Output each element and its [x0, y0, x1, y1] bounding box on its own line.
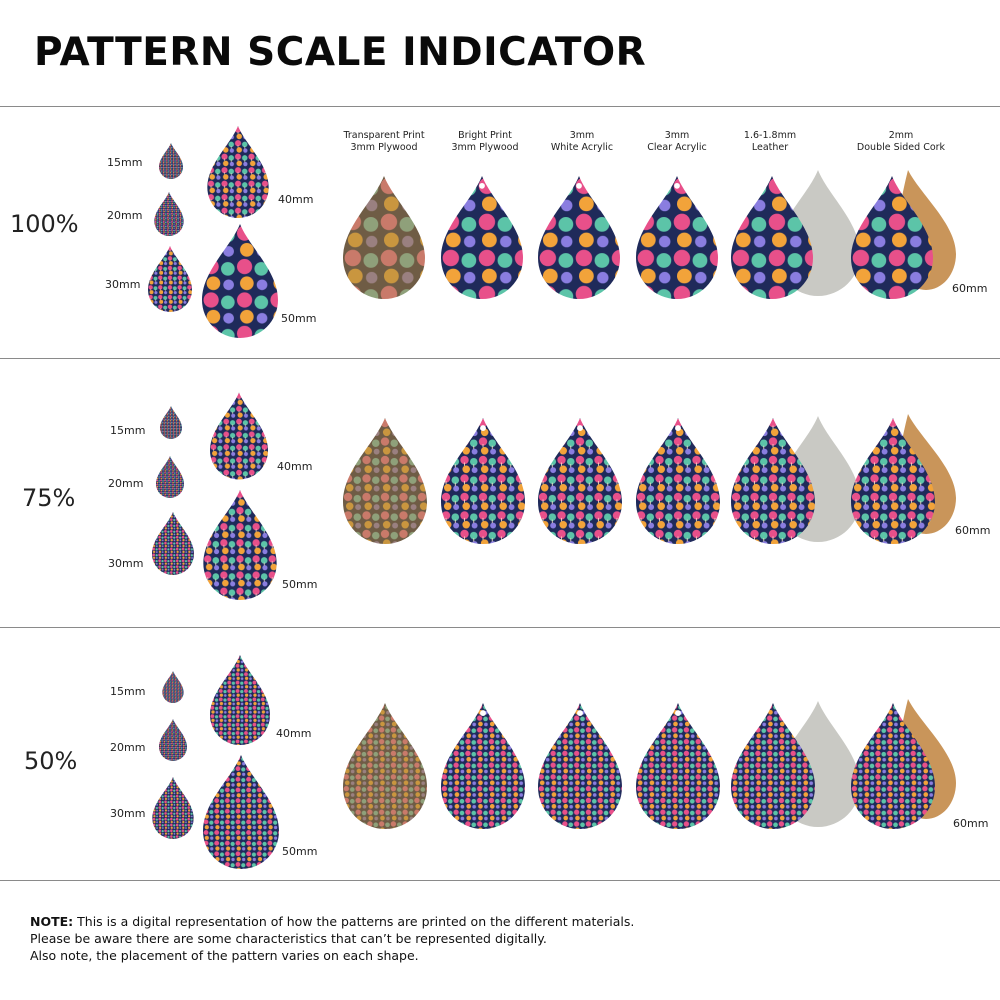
size-label-20mm: 20mm — [110, 741, 146, 754]
note-line-3: Also note, the placement of the pattern … — [30, 948, 419, 963]
teardrop-30mm — [148, 246, 192, 312]
material-line1: 3mm — [664, 130, 690, 141]
size-label-60mm: 60mm — [952, 282, 988, 295]
size-label-40mm: 40mm — [278, 193, 314, 206]
teardrop-50mm — [203, 755, 279, 869]
size-label-15mm: 15mm — [107, 156, 143, 169]
note-label: NOTE: — [30, 914, 74, 929]
teardrop-leather-front — [731, 176, 813, 299]
teardrop-15mm — [162, 671, 184, 703]
teardrop-transparent-plywood — [343, 176, 425, 299]
material-line1: Transparent Print — [343, 130, 425, 141]
teardrop-cork-front — [851, 176, 933, 299]
material-line1: 3mm — [569, 130, 595, 141]
teardrop-white-acrylic — [538, 418, 622, 544]
material-header-transparent-plywood: Transparent Print 3mm Plywood — [324, 130, 444, 154]
teardrop-leather-front — [731, 418, 815, 544]
material-header-white-acrylic: 3mm White Acrylic — [522, 130, 642, 154]
teardrop-15mm — [160, 406, 182, 439]
size-label-50mm: 50mm — [282, 845, 318, 858]
teardrop-clear-acrylic — [636, 418, 720, 544]
material-line1: Bright Print — [458, 130, 512, 141]
size-label-40mm: 40mm — [276, 727, 312, 740]
material-header-cork: 2mm Double Sided Cork — [841, 130, 961, 154]
size-label-50mm: 50mm — [282, 578, 318, 591]
teardrop-30mm — [152, 512, 194, 575]
note-text-1: This is a digital representation of how … — [73, 914, 635, 929]
teardrop-transparent-plywood — [343, 703, 427, 829]
material-line2: 3mm Plywood — [451, 142, 519, 153]
teardrop-white-acrylic — [538, 703, 622, 829]
teardrop-bright-plywood — [441, 176, 523, 299]
size-label-60mm: 60mm — [953, 817, 989, 830]
teardrop-leather-front — [731, 703, 815, 829]
material-line2: Clear Acrylic — [647, 142, 707, 153]
scale-row-100: 100% 15mm 20mm 30mm 40mm 50mm 60mm — [0, 106, 1000, 356]
material-line2: Double Sided Cork — [856, 142, 946, 153]
divider-top — [0, 106, 1000, 107]
divider-bottom — [0, 880, 1000, 881]
teardrop-15mm — [159, 143, 183, 179]
teardrop-40mm — [210, 655, 270, 745]
size-label-15mm: 15mm — [110, 685, 146, 698]
size-label-20mm: 20mm — [107, 209, 143, 222]
size-label-30mm: 30mm — [105, 278, 141, 291]
scale-row-75: 75% 15mm 20mm 30mm 40mm 50mm 60mm — [0, 358, 1000, 608]
material-header-clear-acrylic: 3mm Clear Acrylic — [617, 130, 737, 154]
teardrop-20mm — [154, 192, 184, 236]
material-header-bright-plywood: Bright Print 3mm Plywood — [425, 130, 545, 154]
scale-percent: 50% — [24, 747, 78, 775]
size-label-15mm: 15mm — [110, 424, 146, 437]
teardrop-white-acrylic — [538, 176, 620, 299]
teardrop-cork-front — [851, 418, 935, 544]
teardrop-50mm — [202, 224, 278, 338]
teardrop-clear-acrylic — [636, 703, 720, 829]
note-line-2: Please be aware there are some character… — [30, 931, 547, 946]
note-line-1: NOTE: This is a digital representation o… — [30, 913, 930, 930]
divider-1 — [0, 358, 1000, 359]
teardrop-bright-plywood — [441, 703, 525, 829]
scale-percent: 75% — [22, 484, 76, 512]
size-label-30mm: 30mm — [110, 807, 146, 820]
material-header-leather: 1.6-1.8mm Leather — [710, 130, 830, 154]
teardrop-40mm — [207, 126, 269, 218]
teardrop-30mm — [152, 777, 194, 839]
teardrop-50mm — [203, 490, 277, 600]
size-label-50mm: 50mm — [281, 312, 317, 325]
scale-row-50: 50% 15mm 20mm 30mm 40mm 50mm 60mm — [0, 627, 1000, 877]
disclaimer-note: NOTE: This is a digital representation o… — [30, 913, 930, 964]
page-title: PATTERN SCALE INDICATOR — [34, 30, 647, 75]
teardrop-40mm — [210, 392, 268, 480]
teardrop-20mm — [156, 456, 184, 498]
material-line1: 2mm — [888, 130, 914, 141]
teardrop-clear-acrylic — [636, 176, 718, 299]
size-label-20mm: 20mm — [108, 477, 144, 490]
material-line2: 3mm Plywood — [350, 142, 418, 153]
material-line1: 1.6-1.8mm — [743, 130, 797, 141]
scale-percent: 100% — [10, 210, 79, 238]
material-line2: Leather — [751, 142, 789, 153]
teardrop-cork-front — [851, 703, 935, 829]
size-label-40mm: 40mm — [277, 460, 313, 473]
teardrop-20mm — [159, 719, 187, 761]
teardrop-transparent-plywood — [343, 418, 427, 544]
divider-2 — [0, 627, 1000, 628]
size-label-30mm: 30mm — [108, 557, 144, 570]
teardrop-bright-plywood — [441, 418, 525, 544]
size-label-60mm: 60mm — [955, 524, 991, 537]
material-line2: White Acrylic — [550, 142, 614, 153]
